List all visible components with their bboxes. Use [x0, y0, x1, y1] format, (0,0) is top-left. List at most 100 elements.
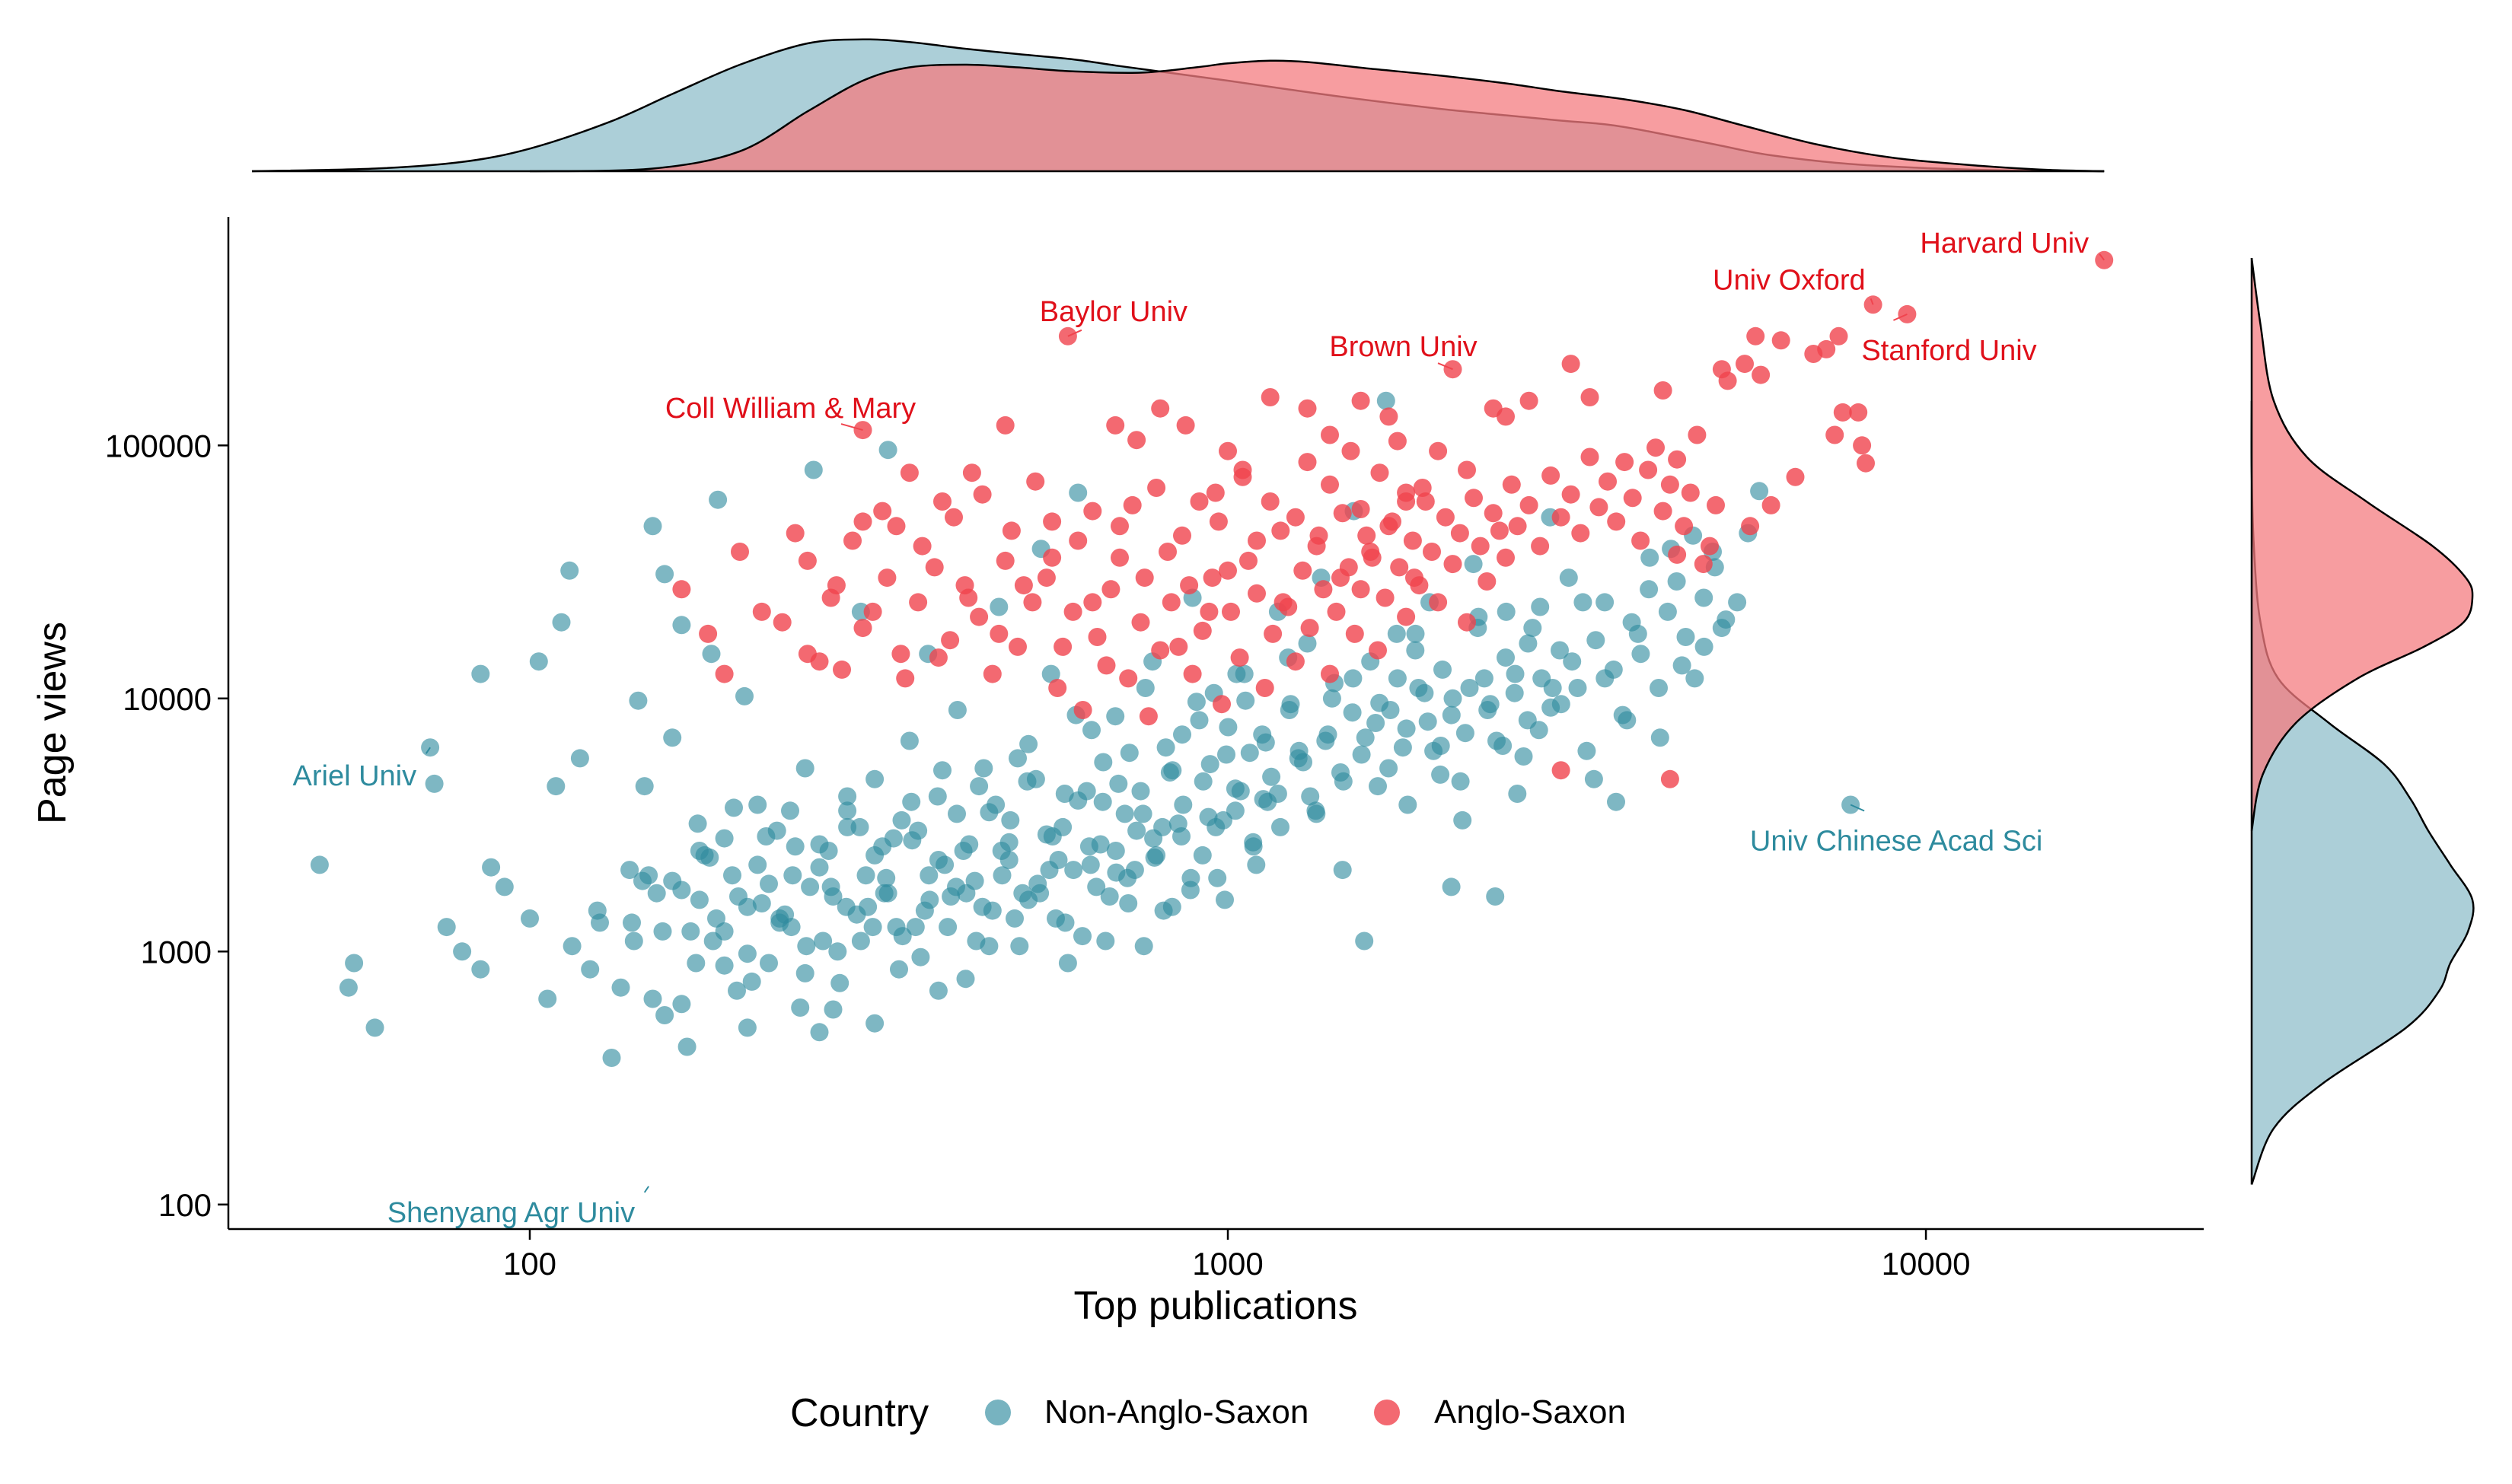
scatter-point — [1176, 416, 1195, 435]
scatter-point — [1043, 548, 1062, 567]
scatter-point — [1379, 759, 1398, 778]
scatter-point — [602, 1049, 621, 1067]
scatter-point — [1094, 753, 1113, 772]
annotation-leader — [643, 1186, 649, 1193]
scatter-point — [1058, 954, 1077, 973]
scatter-point — [437, 918, 456, 937]
scatter-point — [1443, 555, 1462, 574]
scatter-point — [1173, 526, 1191, 545]
scatter-point — [1043, 512, 1062, 531]
scatter-point — [1370, 463, 1389, 482]
scatter-point — [1398, 795, 1417, 814]
scatter-point — [956, 970, 975, 989]
annotation-univ-chinese-acad-sci: Univ Chinese Acad Sci — [1750, 825, 2042, 857]
scatter-point — [1119, 894, 1138, 912]
scatter-point — [884, 829, 903, 848]
scatter-point — [1120, 744, 1139, 763]
annotation-leader — [1067, 329, 1082, 337]
annotation-leader — [840, 423, 863, 432]
scatter-point — [1577, 741, 1596, 760]
scatter-point — [947, 877, 965, 896]
scatter-point — [1341, 441, 1360, 460]
scatter-point — [838, 817, 857, 836]
scatter-point — [1294, 753, 1312, 772]
scatter-point — [999, 851, 1019, 869]
scatter-point — [1264, 624, 1283, 643]
scatter-point — [1300, 619, 1319, 638]
annotation-harvard-univ: Harvard Univ — [1920, 228, 2089, 260]
scatter-point — [1486, 887, 1505, 906]
scatter-point — [1151, 641, 1170, 660]
scatter-point — [1502, 475, 1521, 494]
scatter-point — [1571, 524, 1590, 543]
scatter-point — [959, 588, 978, 607]
scatter-point — [1144, 829, 1163, 848]
scatter-point — [1379, 517, 1398, 536]
scatter-point — [1607, 512, 1626, 531]
scatter-point — [804, 460, 823, 479]
scatter-point — [752, 894, 771, 912]
scatter-point — [1111, 548, 1129, 567]
scatter-point — [1580, 388, 1599, 406]
scatter-point — [1001, 810, 1020, 830]
scatter-point — [1286, 652, 1305, 671]
scatter-point — [425, 774, 444, 793]
scatter-point — [1209, 512, 1228, 531]
scatter-point — [1604, 660, 1623, 679]
scatter-point — [915, 901, 934, 920]
scatter-point — [1010, 937, 1029, 956]
scatter-point — [1219, 718, 1238, 737]
scatter-point — [1668, 545, 1687, 564]
scatter-point — [471, 960, 490, 979]
scatter-point — [1357, 526, 1376, 545]
scatter-point — [1451, 772, 1470, 791]
scatter-point — [715, 664, 734, 683]
scatter-point — [1131, 782, 1150, 801]
scatter-point — [611, 978, 630, 997]
scatter-point — [1857, 454, 1875, 473]
scatter-point — [1239, 551, 1258, 570]
scatter-point — [1531, 597, 1550, 616]
scatter-point — [1750, 482, 1769, 501]
scatter-point — [1009, 749, 1027, 768]
scatter-point — [786, 524, 805, 543]
scatter-point — [1490, 521, 1509, 540]
scatter-point — [970, 777, 989, 796]
scatter-point — [471, 664, 490, 683]
scatter-point — [570, 749, 589, 768]
y-density-area-anglo-saxon — [2252, 258, 2473, 831]
scatter-point — [1442, 877, 1461, 896]
scatter-point — [1321, 475, 1339, 494]
scatter-point — [742, 972, 761, 991]
annotation-leader — [1850, 804, 1865, 812]
scatter-point — [1519, 634, 1538, 653]
scatter-point — [715, 956, 734, 975]
scatter-point — [1088, 628, 1107, 646]
scatter-point — [1081, 855, 1100, 874]
scatter-point — [1321, 425, 1339, 444]
scatter-point — [677, 1037, 697, 1056]
scatter-point — [1474, 669, 1493, 688]
scatter-point — [1306, 801, 1325, 820]
scatter-point — [1653, 502, 1672, 521]
scatter-point — [791, 998, 810, 1017]
scatter-point — [891, 645, 910, 664]
scatter-point — [1069, 531, 1088, 550]
scatter-point — [1156, 738, 1175, 757]
y-axis-ticks: 100 1000 10000 100000 — [105, 428, 228, 1223]
x-tick-label: 10000 — [1882, 1246, 1971, 1282]
scatter-point — [1453, 810, 1472, 830]
scatter-point — [1701, 537, 1719, 556]
scatter-point — [990, 624, 1009, 643]
scatter-point — [1497, 602, 1516, 621]
scatter-point — [1436, 508, 1455, 527]
scatter-point — [1423, 543, 1441, 561]
scatter-point — [748, 855, 767, 874]
scatter-point — [1181, 868, 1200, 887]
scatter-point — [833, 660, 851, 679]
scatter-point — [1640, 580, 1659, 599]
scatter-point — [853, 619, 872, 638]
scatter-point — [929, 648, 948, 667]
scatter-point — [1786, 467, 1805, 486]
